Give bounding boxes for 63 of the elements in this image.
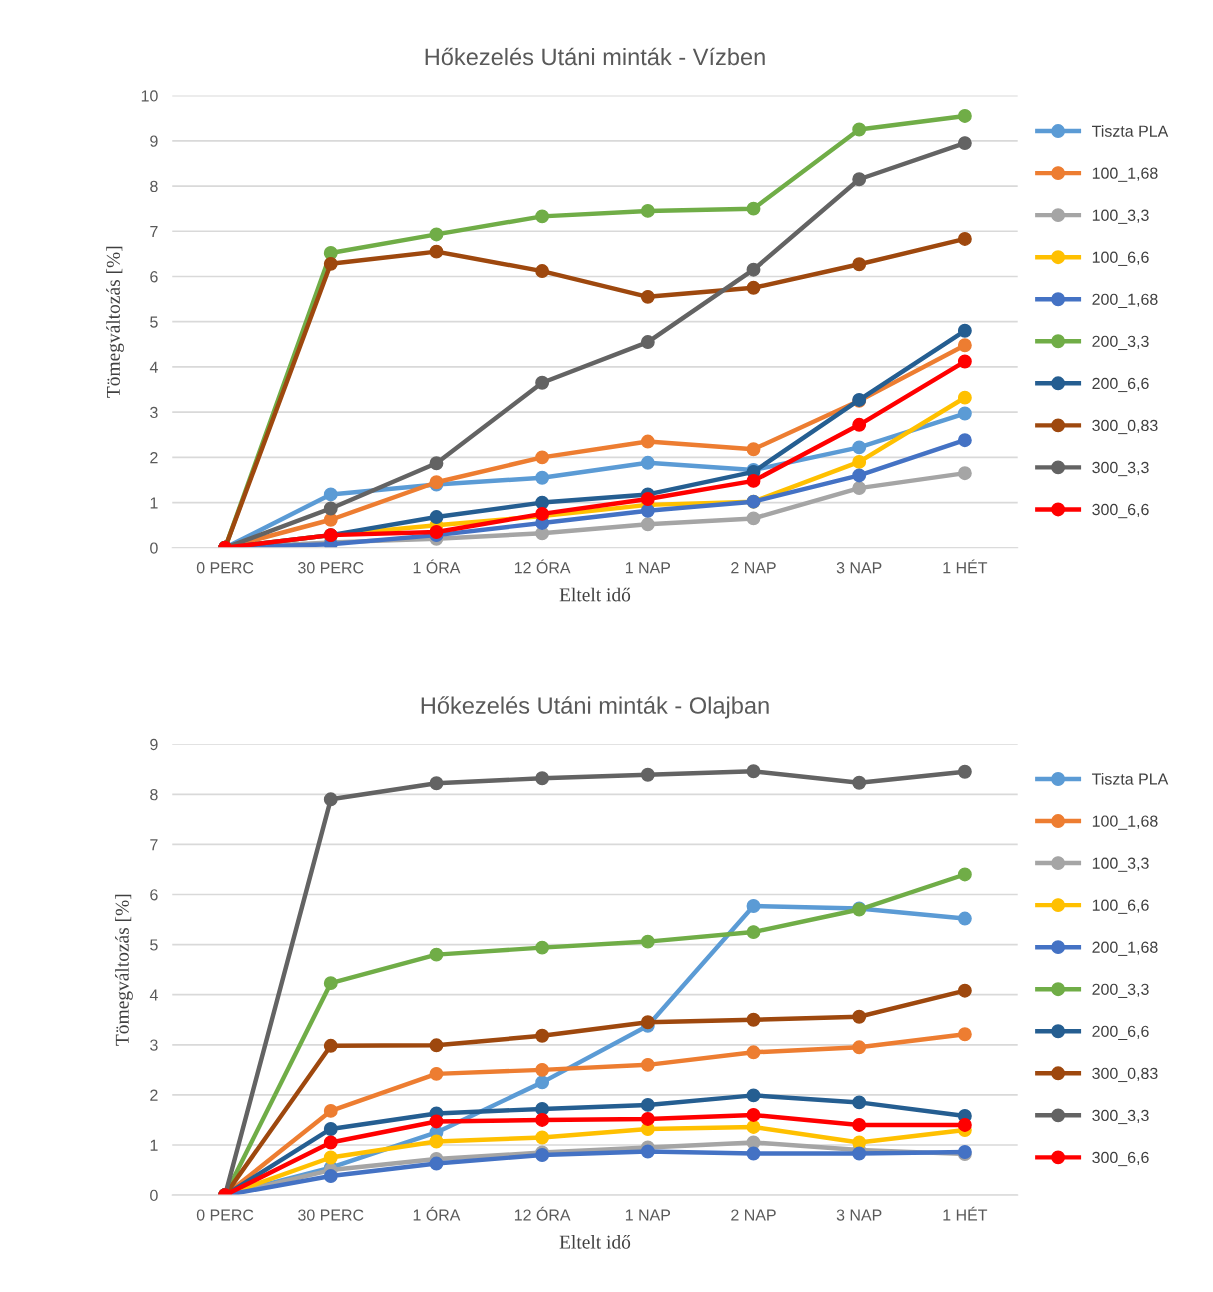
legend-label: 200_6,6 bbox=[1092, 377, 1149, 393]
x-axis-title: Eltelt idő bbox=[559, 587, 631, 602]
y-tick-label: 9 bbox=[150, 738, 158, 751]
legend-label: 200_3,3 bbox=[1092, 335, 1149, 351]
y-tick-label: 4 bbox=[149, 361, 158, 373]
chart-title: Hőkezelés Utáni minták - Olajban bbox=[421, 696, 769, 719]
x-tick-label: 1 HÉT bbox=[943, 559, 988, 574]
y-tick-label: 2 bbox=[150, 452, 158, 464]
legend-label: 200_6,6 bbox=[1092, 1025, 1149, 1041]
y-tick-label: 2 bbox=[150, 1089, 158, 1101]
y-tick-label: 5 bbox=[150, 316, 158, 328]
legend-label: 100_6,6 bbox=[1092, 899, 1149, 914]
x-tick-label: 1 ÓRA bbox=[413, 1206, 461, 1221]
legend-label: 300_3,3 bbox=[1092, 461, 1149, 477]
y-tick-label: 1 bbox=[150, 1139, 158, 1151]
legend-label: Tiszta PLA bbox=[1092, 773, 1169, 785]
y-tick-label: 6 bbox=[150, 271, 158, 283]
y-tick-label: 9 bbox=[150, 135, 158, 147]
y-tick-label: 8 bbox=[150, 788, 158, 801]
y-tick-label: 4 bbox=[149, 989, 158, 1001]
y-tick-label: 10 bbox=[141, 90, 158, 102]
y-tick-label: 7 bbox=[150, 839, 158, 851]
x-tick-label: 3 NAP bbox=[836, 1209, 882, 1221]
legend-label: 100_3,3 bbox=[1092, 857, 1149, 872]
x-tick-label: 30 PERC bbox=[298, 562, 364, 574]
x-axis-title: Eltelt idő bbox=[559, 1234, 631, 1249]
legend-label: 100_3,3 bbox=[1092, 209, 1149, 224]
y-tick-label: 8 bbox=[150, 180, 158, 192]
x-tick-label: 12 ÓRA bbox=[514, 559, 571, 574]
y-tick-label: 1 bbox=[150, 497, 158, 509]
x-tick-label: 12 ÓRA bbox=[514, 1206, 571, 1221]
legend-label: 100_1,68 bbox=[1092, 815, 1158, 830]
legend-label: Tiszta PLA bbox=[1092, 125, 1169, 137]
x-tick-label: 3 NAP bbox=[836, 562, 882, 574]
y-tick-label: 7 bbox=[150, 226, 158, 238]
legend-label: 300_0,83 bbox=[1092, 1067, 1158, 1083]
legend-label: 300_3,3 bbox=[1092, 1109, 1149, 1125]
legend-label: 300_6,6 bbox=[1092, 1151, 1149, 1167]
legend-label: 100_1,68 bbox=[1092, 167, 1158, 182]
y-tick-label: 0 bbox=[150, 1189, 158, 1202]
y-tick-label: 0 bbox=[150, 542, 158, 554]
y-axis-title: Tömegváltozás [%] bbox=[106, 246, 124, 398]
legend-label: 200_1,68 bbox=[1092, 293, 1158, 308]
y-axis-title: Tömegváltozás [%] bbox=[115, 894, 133, 1046]
legend-label: 200_3,3 bbox=[1092, 983, 1149, 998]
y-tick-label: 6 bbox=[150, 889, 158, 901]
x-tick-label: 1 ÓRA bbox=[413, 559, 461, 574]
y-tick-label: 3 bbox=[150, 406, 158, 419]
legend-label: 100_6,6 bbox=[1092, 251, 1149, 266]
x-tick-label: 30 PERC bbox=[298, 1209, 364, 1221]
y-tick-label: 5 bbox=[150, 939, 158, 951]
x-tick-label: 2 NAP bbox=[731, 562, 776, 574]
chart-title: Hőkezelés Utáni minták - Vízben bbox=[425, 47, 765, 66]
legend-label: 300_6,6 bbox=[1092, 503, 1149, 519]
x-tick-label: 0 PERC bbox=[196, 562, 254, 574]
x-tick-label: 1 NAP bbox=[625, 1209, 671, 1221]
x-tick-label: 0 PERC bbox=[196, 1209, 254, 1221]
x-tick-label: 1 NAP bbox=[625, 562, 671, 574]
legend-label: 200_1,68 bbox=[1092, 941, 1158, 956]
legend-label: 300_0,83 bbox=[1092, 419, 1158, 435]
x-tick-label: 1 HÉT bbox=[943, 1206, 988, 1221]
y-tick-label: 3 bbox=[150, 1039, 158, 1051]
x-tick-label: 2 NAP bbox=[731, 1209, 776, 1221]
